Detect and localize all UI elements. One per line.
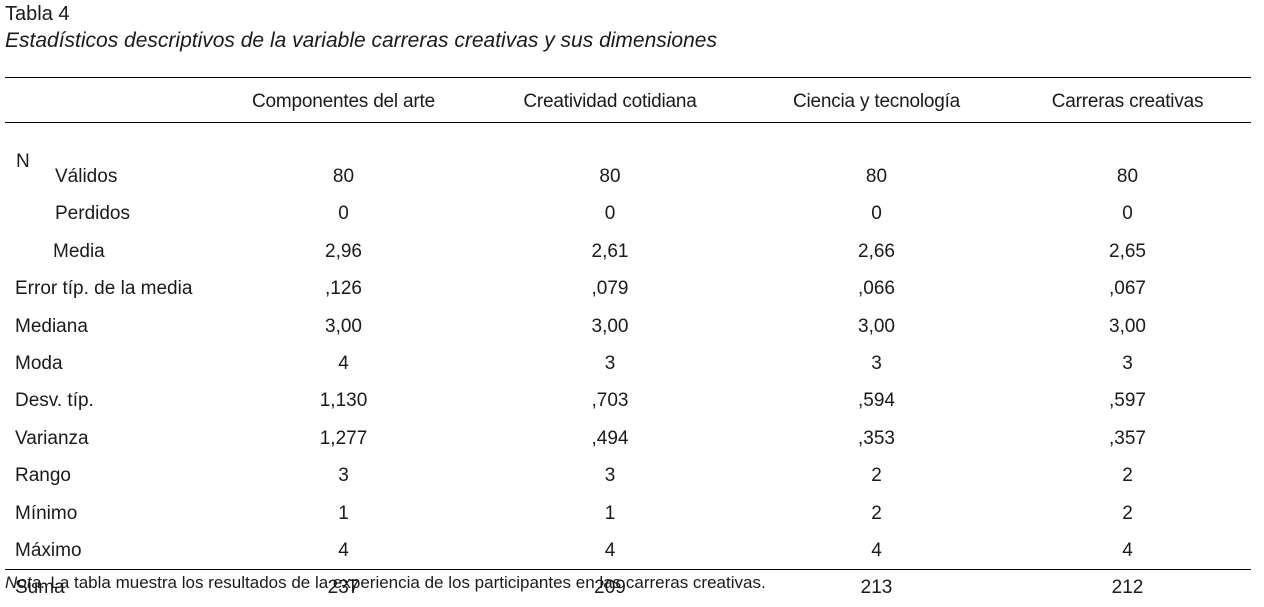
table-cell: 2,65 xyxy=(1109,240,1146,262)
row-label: Media xyxy=(53,240,105,262)
table-cell: 2 xyxy=(871,465,882,487)
column-header: Creatividad cotidiana xyxy=(523,91,697,112)
row-label: Válidos xyxy=(55,166,118,188)
table-row: Desv. típ. 1,130 ,703 ,594 ,597 xyxy=(5,383,1251,420)
table-cell: 212 xyxy=(1111,577,1144,599)
table-cell: 213 xyxy=(860,577,893,599)
descriptive-statistics-table: Componentes del arte Creatividad cotidia… xyxy=(5,83,1251,607)
table-cell: 2 xyxy=(1122,502,1133,524)
table-row: Suma 237 209 213 212 xyxy=(5,570,1251,607)
table-cell: ,067 xyxy=(1109,278,1146,300)
row-label: Mediana xyxy=(15,315,88,337)
table-row: Mediana 3,00 3,00 3,00 3,00 xyxy=(5,308,1251,345)
table-cell: ,494 xyxy=(591,427,629,449)
table-note: Nota. La tabla muestra los resultados de… xyxy=(5,572,766,594)
row-label: Mínimo xyxy=(15,502,78,524)
table-cell: 80 xyxy=(865,166,888,188)
table-cell: 2,61 xyxy=(591,240,629,262)
bottom-rule xyxy=(5,569,1251,570)
table-row: Válidos 80 80 80 80 xyxy=(5,158,1251,195)
table-cell: 2 xyxy=(1122,465,1133,487)
table-cell: 1 xyxy=(604,502,616,524)
row-label: Error típ. de la media xyxy=(15,278,193,300)
table-cell: 2 xyxy=(871,502,882,524)
note-text: La tabla muestra los resultados de la ex… xyxy=(45,573,766,592)
note-prefix: Nota. xyxy=(5,573,46,592)
table-cell: 209 xyxy=(594,577,626,599)
row-label: Desv. típ. xyxy=(15,390,94,412)
row-label: Máximo xyxy=(15,539,82,561)
row-label: Suma xyxy=(15,577,65,599)
table-cell: 1 xyxy=(338,502,349,524)
table-cell: 80 xyxy=(599,166,621,188)
table-cell: 2,66 xyxy=(858,240,895,262)
row-label: Moda xyxy=(15,353,63,375)
table-cell: 3 xyxy=(338,465,349,487)
table-cell: 4 xyxy=(338,353,349,375)
table-row: Varianza 1,277 ,494 ,353 ,357 xyxy=(5,420,1251,457)
table-cell: ,357 xyxy=(1109,427,1146,449)
table-cell: 3,00 xyxy=(325,315,362,337)
table-row: Media 2,96 2,61 2,66 2,65 xyxy=(5,233,1251,270)
header-blank xyxy=(5,83,216,121)
column-header: Ciencia y tecnología xyxy=(792,91,961,112)
top-rule xyxy=(5,77,1251,78)
row-label: Varianza xyxy=(15,427,89,449)
table-cell: 80 xyxy=(1116,166,1139,188)
table-cell: 0 xyxy=(338,203,349,225)
table-cell: 4 xyxy=(871,539,882,561)
table-row: Error típ. de la media ,126 ,079 ,066 ,067 xyxy=(5,271,1251,308)
table-cell: ,353 xyxy=(858,427,895,449)
table-row: Máximo 4 4 4 4 xyxy=(5,532,1251,569)
table-cell: 3 xyxy=(604,465,616,487)
table-cell: 80 xyxy=(332,166,355,188)
table-cell: 2,96 xyxy=(325,240,362,262)
column-header: Carreras creativas xyxy=(1051,91,1204,112)
row-label: Rango xyxy=(15,465,71,487)
table-cell: ,126 xyxy=(325,278,362,300)
table-cell: 4 xyxy=(1122,539,1133,561)
table-cell: 4 xyxy=(338,539,349,561)
table-cell: 4 xyxy=(604,539,616,561)
table-cell: 237 xyxy=(327,577,360,599)
row-label: Perdidos xyxy=(55,203,130,225)
table-cell: 3 xyxy=(871,353,882,375)
table-cell: 1,130 xyxy=(319,390,368,412)
table-cell: ,066 xyxy=(858,278,895,300)
table-cell: 3 xyxy=(1122,353,1133,375)
table-number: Tabla 4 xyxy=(5,3,70,25)
table-cell: 3,00 xyxy=(858,315,895,337)
column-header: Componentes del arte xyxy=(252,91,435,112)
table-title: Estadísticos descriptivos de la variable… xyxy=(5,29,717,52)
table-cell: ,594 xyxy=(858,390,895,412)
table-row: Perdidos 0 0 0 0 xyxy=(5,196,1251,233)
table-cell: 0 xyxy=(604,203,616,225)
table-cell: 3 xyxy=(604,353,616,375)
table-cell: 0 xyxy=(1122,203,1133,225)
table-cell: 3,00 xyxy=(591,315,629,337)
table-cell: 1,277 xyxy=(319,427,368,449)
table-row: Moda 4 3 3 3 xyxy=(5,345,1251,382)
table-row: Rango 3 3 2 2 xyxy=(5,458,1251,495)
header-row: Componentes del arte Creatividad cotidia… xyxy=(5,83,1251,121)
n-group-label: N xyxy=(16,151,30,172)
table-cell: 3,00 xyxy=(1109,315,1146,337)
table-cell: ,079 xyxy=(591,278,629,300)
table-cell: ,703 xyxy=(591,390,629,412)
header-rule xyxy=(5,122,1251,123)
table-cell: ,597 xyxy=(1109,390,1146,412)
table-cell: 0 xyxy=(871,203,882,225)
table-row: Mínimo 1 1 2 2 xyxy=(5,495,1251,532)
